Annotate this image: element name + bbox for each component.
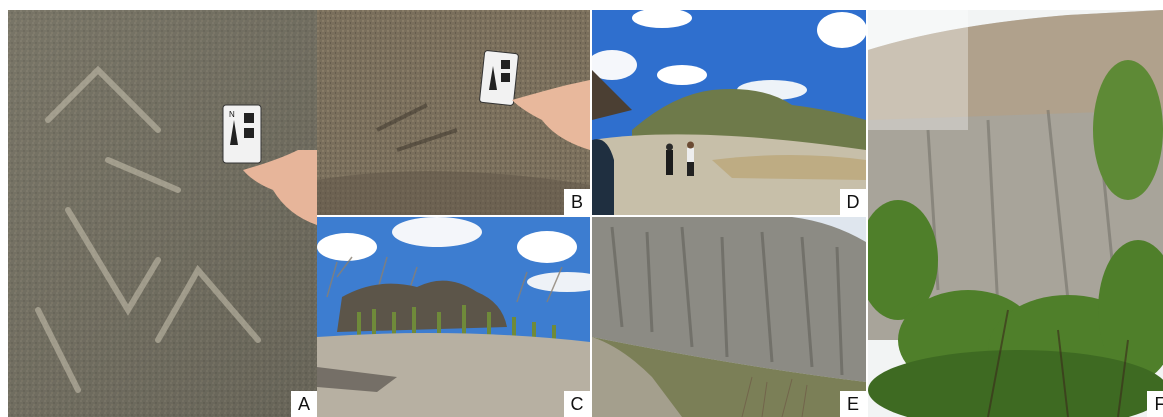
scale-card [479,50,519,106]
photo-panel-b: B [317,10,590,215]
photo-panel-c: C [317,217,590,417]
scale-card: N [222,104,262,164]
panel-label-e: E [840,391,866,417]
rock-engraving-photo-a: N [8,10,317,417]
panel-label-d: D [840,189,866,215]
panel-label-a: A [291,391,317,417]
photo-panel-d: D [592,10,866,215]
photo-panel-e: E [592,217,866,417]
person-figure [666,143,673,175]
panel-label-f: F [1147,391,1163,417]
svg-text:N: N [229,110,235,119]
outcrop-walk-photo-d [592,10,866,215]
photo-panel-f: F [868,10,1163,417]
panel-label-c: C [564,391,590,417]
pointing-hand [243,150,317,225]
rock-engraving-photo-b [317,10,590,215]
granite-wall-photo-e [592,217,866,417]
person-figure [687,141,694,176]
cliff-vegetation-photo-f [868,10,1163,417]
photo-panel-a: N A [8,10,317,417]
panel-label-b: B [564,189,590,215]
boulder-cactus-photo-c [317,217,590,417]
